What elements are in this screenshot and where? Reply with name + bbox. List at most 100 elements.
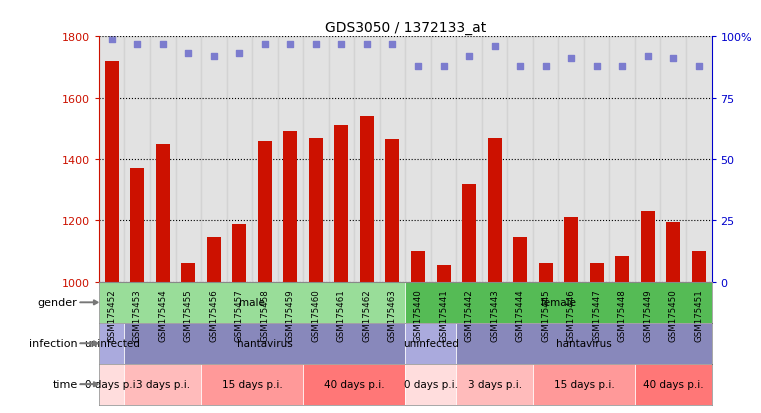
Text: 3 days p.i.: 3 days p.i. [467,379,521,389]
Bar [635,364,712,405]
Point [182,51,194,58]
Bar [431,37,457,282]
Text: male: male [239,298,265,308]
Point [412,63,424,70]
Text: uninfected: uninfected [84,339,139,349]
Bar [559,37,584,282]
Bar [457,364,533,405]
Point [642,53,654,60]
Point [131,41,143,48]
Bar [457,323,712,364]
Point [285,41,297,48]
Point [106,36,118,43]
Bar [380,37,406,282]
Bar [125,364,201,405]
Bar [406,37,431,282]
Point [361,41,373,48]
Point [387,41,399,48]
Bar [201,364,303,405]
Point [310,41,322,48]
Bar [150,37,176,282]
Bar [303,364,405,405]
Text: hantavirus: hantavirus [237,339,293,349]
Point [208,53,220,60]
Bar [482,37,508,282]
Bar [176,37,201,282]
Bar [666,223,680,282]
Point [489,44,501,50]
Bar [406,364,457,405]
Bar [513,238,527,282]
Bar [533,364,635,405]
Bar [386,140,400,282]
Bar [201,37,227,282]
Point [514,63,526,70]
Point [336,41,348,48]
Bar [635,37,661,282]
Point [540,63,552,70]
Bar [309,138,323,282]
Bar [99,364,125,405]
Point [667,56,680,62]
Text: 0 days p.i.: 0 days p.i. [84,379,139,389]
Point [233,51,245,58]
Bar [615,256,629,282]
Bar [533,37,559,282]
Bar [227,37,252,282]
Bar [130,169,145,282]
Bar [329,37,354,282]
Bar [105,62,119,282]
Bar [488,138,501,282]
Bar [334,126,349,282]
Bar [539,264,552,282]
Bar [99,37,125,282]
Bar [462,184,476,282]
Point [693,63,705,70]
Bar [278,37,303,282]
Text: time: time [53,379,78,389]
Bar [99,323,125,364]
Bar [354,37,380,282]
Point [616,63,629,70]
Bar [508,37,533,282]
Bar [125,323,405,364]
Bar [360,117,374,282]
Text: 40 days p.i.: 40 days p.i. [324,379,384,389]
Bar [252,37,278,282]
Text: 3 days p.i.: 3 days p.i. [135,379,189,389]
Point [157,41,169,48]
Bar [564,218,578,282]
Bar [258,141,272,282]
Bar [156,145,170,282]
Bar [406,282,712,323]
Title: GDS3050 / 1372133_at: GDS3050 / 1372133_at [325,21,486,35]
Bar [125,37,150,282]
Bar [283,132,298,282]
Bar [661,37,686,282]
Text: 40 days p.i.: 40 days p.i. [643,379,704,389]
Text: uninfected: uninfected [403,339,459,349]
Bar [303,37,329,282]
Bar [610,37,635,282]
Point [259,41,271,48]
Point [438,63,450,70]
Bar [641,212,654,282]
Bar [181,264,196,282]
Bar [457,37,482,282]
Bar [207,238,221,282]
Bar [590,264,603,282]
Bar [411,252,425,282]
Text: infection: infection [29,339,78,349]
Text: hantavirus: hantavirus [556,339,612,349]
Point [591,63,603,70]
Text: 15 days p.i.: 15 days p.i. [221,379,282,389]
Bar [692,252,705,282]
Bar [232,224,247,282]
Text: gender: gender [38,298,78,308]
Bar [584,37,610,282]
Bar [99,282,406,323]
Bar [686,37,712,282]
Point [565,56,578,62]
Text: 0 days p.i.: 0 days p.i. [404,379,458,389]
Bar [406,323,457,364]
